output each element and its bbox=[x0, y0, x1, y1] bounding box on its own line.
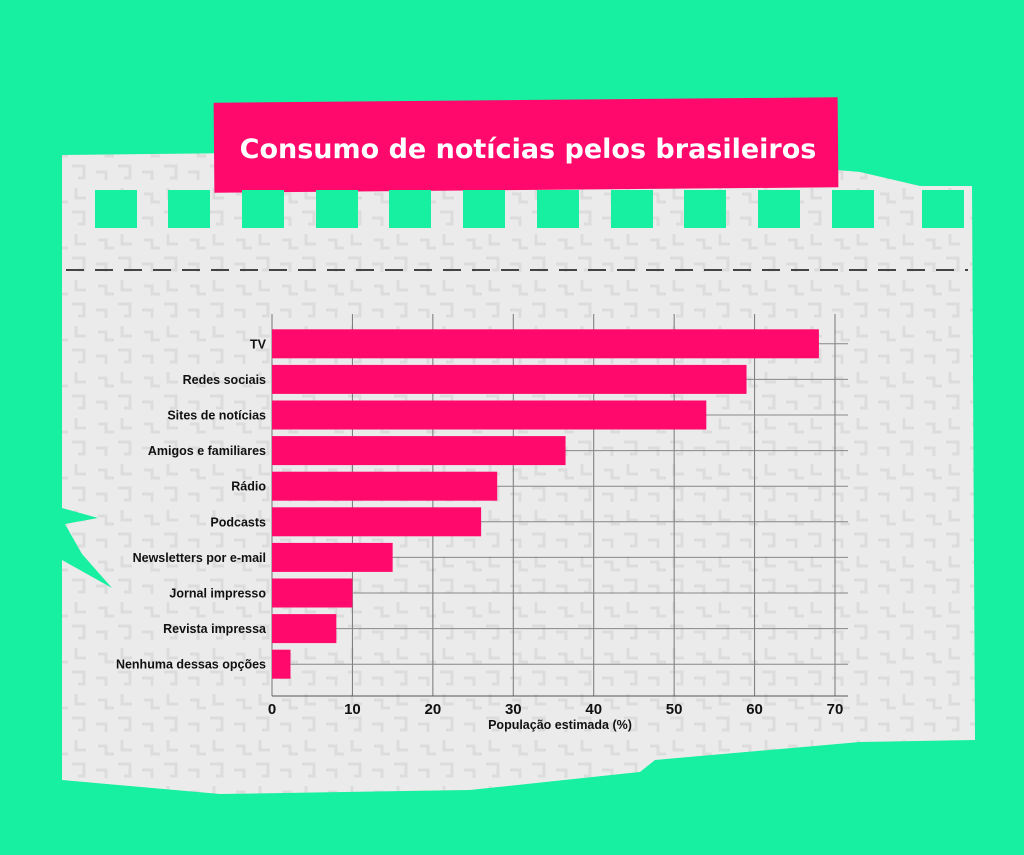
paper-sheet bbox=[62, 150, 975, 794]
category-labels: TV Redes sociais Sites de notícias Amigos e… bbox=[116, 337, 267, 671]
bar-group bbox=[272, 329, 819, 679]
category-label: TV bbox=[250, 337, 267, 351]
x-tick-label: 30 bbox=[505, 701, 522, 718]
bar bbox=[272, 649, 291, 679]
bar bbox=[272, 471, 498, 501]
category-label: Amigos e familiares bbox=[148, 444, 266, 458]
plot-area: TV Redes sociais Sites de notícias Amigos e… bbox=[116, 314, 848, 732]
bar bbox=[272, 507, 482, 537]
bar bbox=[272, 614, 337, 644]
x-axis-title: População estimada (%) bbox=[488, 718, 632, 732]
x-tick-label: 0 bbox=[268, 701, 276, 718]
x-tick-label: 40 bbox=[585, 701, 602, 718]
category-label: Redes sociais bbox=[183, 373, 266, 387]
bar bbox=[272, 436, 566, 466]
category-label: Newsletters por e-mail bbox=[133, 551, 266, 565]
x-tick-label: 50 bbox=[666, 701, 683, 718]
x-tick-label: 20 bbox=[425, 701, 442, 718]
chart-title: Consumo de notícias pelos brasileiros bbox=[240, 134, 817, 165]
category-label: Podcasts bbox=[210, 515, 266, 529]
category-label: Revista impressa bbox=[163, 622, 267, 636]
bar bbox=[272, 578, 353, 608]
bar bbox=[272, 364, 747, 394]
bar bbox=[272, 329, 819, 359]
perforation-row bbox=[95, 190, 964, 228]
category-label: Nenhuma dessas opções bbox=[116, 658, 266, 672]
bar bbox=[272, 400, 707, 430]
category-label: Jornal impresso bbox=[169, 587, 266, 601]
x-tick-label: 10 bbox=[344, 701, 361, 718]
x-tick-label: 60 bbox=[746, 701, 763, 718]
title-banner bbox=[213, 97, 839, 193]
bar bbox=[272, 542, 393, 572]
x-tick-labels: 0 10 20 30 40 50 60 70 bbox=[268, 701, 844, 718]
category-label: Rádio bbox=[231, 480, 266, 494]
category-label: Sites de notícias bbox=[167, 409, 266, 423]
x-tick-label: 70 bbox=[827, 701, 844, 718]
